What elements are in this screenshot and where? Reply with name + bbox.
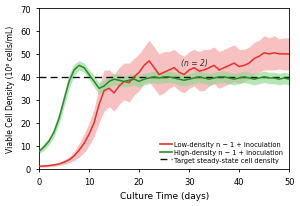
Y-axis label: Viable Cell Density (10⁶ cells/mL): Viable Cell Density (10⁶ cells/mL) — [6, 26, 15, 152]
Text: (n = 2): (n = 2) — [181, 59, 208, 68]
Legend: Low-density n − 1 + inoculation, High-density n − 1 + inoculation, Target steady: Low-density n − 1 + inoculation, High-de… — [157, 139, 286, 165]
X-axis label: Culture Time (days): Culture Time (days) — [119, 192, 209, 200]
